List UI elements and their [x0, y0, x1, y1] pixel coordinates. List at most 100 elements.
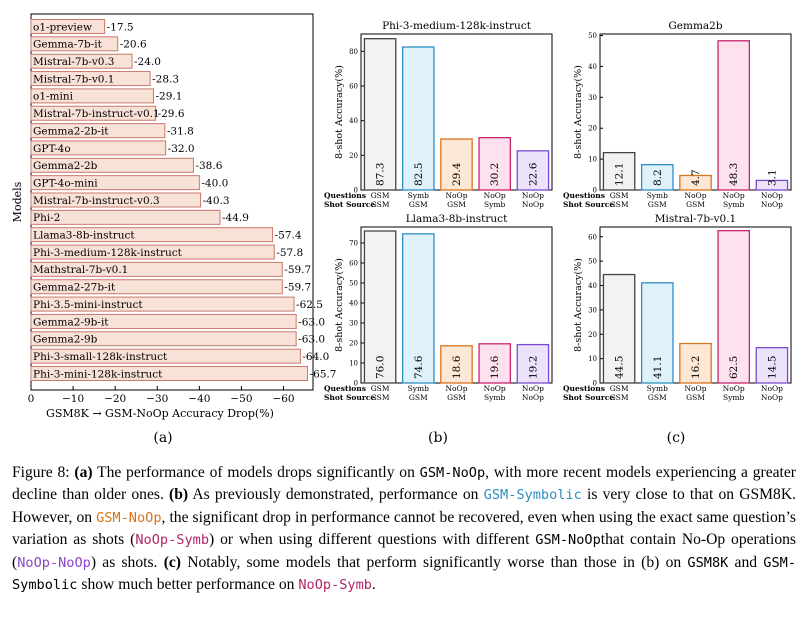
panel-c2-chart: Mistral-7b-v0.1 0 10 20 30 40 50 60 8-shot Accur…	[563, 213, 792, 402]
y-axis-label: 8-shot Accuracy(%)	[573, 258, 584, 352]
bar-value-label: -24.0	[134, 56, 161, 68]
y-tick-label: 10	[588, 355, 597, 363]
bar-category-label: Phi-3-mini-128k-instruct	[33, 368, 163, 380]
bar-category-label: Phi-3.5-mini-instruct	[33, 299, 143, 311]
bar	[602, 151, 636, 191]
y-tick-label: 0	[354, 380, 358, 388]
bar	[640, 282, 674, 384]
y-tick-label: 20	[349, 340, 358, 348]
figure-caption: Figure 8: (a) The performance of models …	[12, 462, 796, 596]
chart-title: Phi-3-medium-128k-instruct	[382, 20, 532, 32]
bar-value-label: -57.4	[275, 230, 302, 242]
row-label-questions: Questions	[324, 191, 366, 200]
bar	[30, 331, 297, 347]
caption-gsm-noop: GSM-NoOp	[96, 509, 162, 526]
bar-value-label: -40.0	[201, 177, 228, 189]
panel-label-a: (a)	[153, 430, 173, 446]
caption-text: ) as shots.	[90, 553, 164, 571]
bar	[755, 179, 789, 191]
row-label-questions: Questions	[563, 384, 605, 393]
bar	[440, 345, 473, 384]
y-tick-label: 10	[349, 360, 358, 368]
bar-value-label: 76.0	[375, 356, 387, 379]
y-tick-label: 0	[593, 380, 597, 388]
bar-category-label: Mistral-7b-v0.1	[33, 73, 114, 85]
y-tick-label: 60	[588, 233, 597, 241]
y-tick-label: 40	[588, 63, 597, 71]
x-tick-shot: GSM	[409, 200, 428, 209]
x-tick-question: NoOp	[684, 384, 706, 393]
bar-value-label: -62.5	[296, 299, 323, 311]
x-axis-label: GSM8K → GSM-NoOp Accuracy Drop(%)	[46, 407, 274, 420]
y-tick-label: 50	[349, 280, 358, 288]
bar-value-label: -32.0	[168, 143, 195, 155]
bar-value-label: 41.1	[652, 356, 664, 379]
x-tick-question: GSM	[610, 384, 629, 393]
bar	[401, 46, 435, 191]
bar-category-label: Gemma2-2b	[33, 160, 98, 172]
caption-text: The performance of models drops signific…	[92, 464, 420, 481]
caption-fig: Figure 8:	[12, 464, 75, 481]
bar	[30, 279, 283, 295]
bar-value-label: 62.5	[728, 356, 740, 379]
x-tick-shot: GSM	[371, 200, 390, 209]
bar	[363, 230, 397, 384]
x-tick-question: NoOp	[522, 384, 544, 393]
bar	[30, 244, 275, 260]
bar-value-label: 19.2	[527, 356, 539, 379]
x-tick-label: −40	[188, 393, 210, 405]
y-tick-label: 20	[588, 125, 597, 133]
y-tick-label: 10	[588, 156, 597, 164]
bar	[516, 343, 550, 384]
bar-value-label: -63.0	[298, 316, 325, 328]
x-tick-shot: GSM	[648, 393, 667, 402]
bar-value-label: -17.5	[107, 21, 134, 33]
x-tick-shot: NoOp	[761, 393, 783, 402]
caption-text: show much better performance on	[77, 576, 299, 594]
caption-text: , with more recent models experiencing a…	[12, 464, 797, 504]
caption-noop-symb: NoOp-Symb	[298, 577, 372, 594]
y-tick-label: 20	[349, 152, 358, 160]
chart-title: Mistral-7b-v0.1	[655, 213, 736, 225]
bar	[30, 123, 166, 139]
bar-value-label: -29.1	[155, 91, 182, 103]
caption-text: .	[372, 576, 376, 594]
x-tick-question: NoOp	[484, 191, 506, 200]
x-tick-question: GSM	[610, 191, 629, 200]
caption-b: (b)	[169, 486, 189, 504]
bar	[717, 230, 751, 384]
panel-a-chart: 0 −10 −20 −30 −40 −50 −60 GSM8K → GSM-NoOp Accu…	[11, 13, 336, 420]
caption-gsm8k: GSM8K	[687, 554, 729, 571]
bar-value-label: -40.3	[203, 195, 230, 207]
caption-text: Notably, some models that perform signif…	[181, 553, 688, 571]
bar	[478, 343, 512, 384]
bar-value-label: -29.6	[158, 108, 185, 120]
x-tick-question: NoOp	[723, 191, 745, 200]
x-tick-shot: Symb	[484, 200, 505, 209]
bar	[755, 347, 789, 384]
caption-text: , the significant drop in performance ca…	[12, 508, 796, 549]
x-tick-shot: GSM	[610, 200, 629, 209]
bar-value-label: 82.5	[413, 163, 425, 186]
bar	[602, 273, 636, 384]
caption-gsm-noop: GSM-NoOp	[535, 532, 601, 549]
bar-value-label: 14.5	[766, 356, 778, 379]
panel-label-c: (c)	[666, 430, 686, 446]
bar	[440, 138, 473, 191]
panel-label-b: (b)	[428, 430, 448, 446]
y-tick-label: 40	[349, 117, 358, 125]
bar-value-label: -59.7	[284, 282, 311, 294]
x-tick-question: Symb	[647, 384, 668, 393]
bar-category-label: Mistral-7b-instruct-v0.1	[33, 108, 160, 120]
bar-value-label: -20.6	[120, 39, 147, 51]
bar-category-label: Gemma2-27b-it	[33, 282, 116, 294]
y-tick-label: 0	[593, 187, 597, 195]
bar-category-label: o1-preview	[33, 21, 92, 33]
y-axis-label: 8-shot Accuracy(%)	[334, 65, 345, 159]
row-label-questions: Questions	[563, 191, 605, 200]
x-tick-label: −50	[230, 393, 252, 405]
caption-a: (a)	[74, 464, 93, 481]
x-tick-question: NoOp	[761, 384, 783, 393]
row-label-shots: Shot Source	[563, 393, 614, 402]
caption-text: ) or when using different questions with…	[209, 531, 536, 549]
